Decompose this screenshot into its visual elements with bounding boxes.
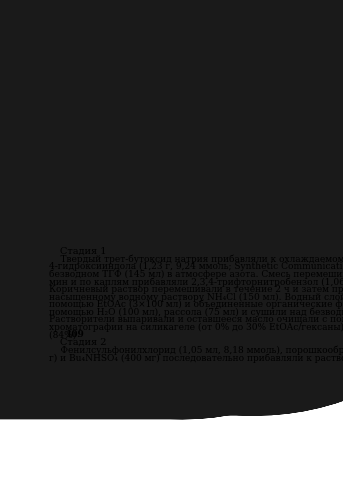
Text: помощью EtOAc (3×100 мл) и объединенные органические фракции промывали с: помощью EtOAc (3×100 мл) и объединенные … bbox=[49, 300, 343, 310]
Text: Растворители выпаривали и оставшееся масло очищали с помощью флэш-: Растворители выпаривали и оставшееся мас… bbox=[49, 315, 343, 324]
Text: помощью H₂O (100 мл), рассола (75 мл) и сушили над безводным MgSO₄.: помощью H₂O (100 мл), рассола (75 мл) и … bbox=[49, 308, 343, 317]
Text: (108): (108) bbox=[50, 156, 69, 164]
Text: CO₂t-Bu: CO₂t-Bu bbox=[26, 141, 55, 149]
Text: стадия 5: стадия 5 bbox=[252, 138, 281, 142]
Text: Коричневый раствор перемешивали в течение 2 ч и затем прибавляли к: Коричневый раствор перемешивали в течени… bbox=[49, 285, 343, 294]
Text: (I-235): (I-235) bbox=[127, 214, 153, 222]
Text: O: O bbox=[162, 136, 168, 144]
Text: Твердый трет-бутоксид натрия прибавляли к охлаждаемому льдом раствору: Твердый трет-бутоксид натрия прибавляли … bbox=[49, 254, 343, 264]
Text: O: O bbox=[123, 190, 129, 198]
Text: O₂N: O₂N bbox=[143, 105, 158, 113]
Text: стадия 2: стадия 2 bbox=[167, 88, 196, 94]
Text: насыщенному водному раствору NH₄Cl (150 мл). Водный слой экстрагировали с: насыщенному водному раствору NH₄Cl (150 … bbox=[49, 292, 343, 302]
Text: 4-гидроксииндола (1,23 г, 9,24 ммоль; Synthetic Communications 2003 33:507) в: 4-гидроксииндола (1,23 г, 9,24 ммоль; Sy… bbox=[49, 262, 343, 272]
Text: (84%): (84%) bbox=[49, 330, 79, 339]
Text: 109: 109 bbox=[66, 330, 85, 339]
Text: H: H bbox=[63, 184, 68, 189]
Text: OH: OH bbox=[75, 93, 88, 101]
Text: Стадия 2: Стадия 2 bbox=[60, 338, 106, 346]
Text: N: N bbox=[171, 142, 177, 147]
Text: (110): (110) bbox=[229, 110, 249, 118]
Text: F: F bbox=[262, 93, 267, 101]
Text: хроматографии на силикагеле (от 0% до 30% EtOAc/гексаны) и получали 2,26 г: хроматографии на силикагеле (от 0% до 30… bbox=[49, 322, 343, 332]
Text: Фенилсульфонилхлорид (1,05 мл, 8,18 ммоль), порошкообразный NaOH (4: Фенилсульфонилхлорид (1,05 мл, 8,18 ммол… bbox=[49, 346, 343, 356]
Text: (109): (109) bbox=[132, 110, 152, 118]
Text: O₂N: O₂N bbox=[240, 105, 255, 113]
Text: NSO₂Ph: NSO₂Ph bbox=[205, 78, 230, 82]
Text: ***: *** bbox=[156, 155, 164, 160]
Text: O: O bbox=[133, 142, 139, 150]
Text: N: N bbox=[67, 179, 73, 187]
Text: F: F bbox=[165, 93, 170, 101]
Text: NH: NH bbox=[168, 136, 178, 141]
Text: O: O bbox=[240, 93, 247, 101]
Text: 111b:R = NH₂: 111b:R = NH₂ bbox=[194, 156, 249, 164]
Text: 111a:R = NO₂: 111a:R = NO₂ bbox=[194, 148, 248, 156]
Text: стадия 1: стадия 1 bbox=[86, 88, 115, 94]
Text: стадия 3: стадия 3 bbox=[46, 163, 74, 168]
Text: F: F bbox=[147, 136, 151, 140]
Text: F: F bbox=[258, 85, 262, 93]
Text: H: H bbox=[117, 80, 123, 86]
Text: O: O bbox=[144, 93, 150, 101]
Text: NSO₂Ph: NSO₂Ph bbox=[102, 129, 124, 134]
Text: стадия 4: стадия 4 bbox=[144, 150, 173, 155]
Text: F: F bbox=[106, 187, 111, 195]
Text: N: N bbox=[49, 76, 56, 84]
Text: г) и Bu₄NHSO₄ (400 мг) последовательно прибавляли к раствору 109 (2,26 г, 7,79: г) и Bu₄NHSO₄ (400 мг) последовательно п… bbox=[49, 354, 343, 363]
Text: .: . bbox=[76, 330, 79, 339]
Text: N: N bbox=[55, 150, 61, 158]
Text: F: F bbox=[161, 85, 165, 93]
Text: O: O bbox=[90, 196, 95, 204]
Text: O₂N: O₂N bbox=[113, 156, 126, 161]
Text: Стадия 1: Стадия 1 bbox=[60, 246, 106, 256]
Text: Cl: Cl bbox=[75, 209, 82, 217]
Text: N: N bbox=[121, 76, 127, 84]
Text: N: N bbox=[53, 142, 59, 150]
Text: Me: Me bbox=[117, 208, 130, 216]
Text: NH: NH bbox=[129, 188, 141, 196]
Text: H: H bbox=[46, 79, 52, 87]
Text: мин и по каплям прибавляли 2,3,4-трифторнитробензол (1,06 мл, 9,24 ммоль).: мин и по каплям прибавляли 2,3,4-трифтор… bbox=[49, 278, 343, 287]
Text: O: O bbox=[60, 136, 66, 143]
Text: N: N bbox=[133, 194, 139, 202]
Text: безводном ТГФ (145 мл) в атмосфере азота. Смесь перемешивали в течение 10: безводном ТГФ (145 мл) в атмосфере азота… bbox=[49, 270, 343, 279]
Text: Me: Me bbox=[66, 132, 78, 140]
